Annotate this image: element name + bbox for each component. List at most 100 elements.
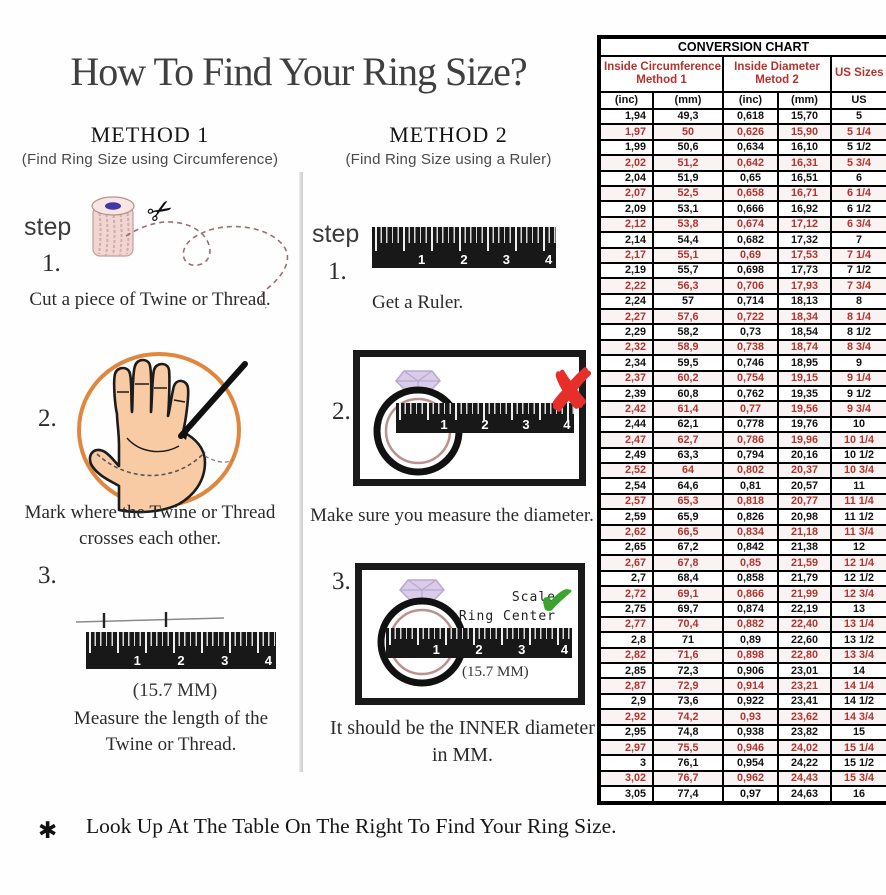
table-row: 2,47 62,7 0,786 19,96 10 1/4 — [598, 431, 886, 449]
table-cell: 0,81 — [722, 477, 779, 495]
table-cell: 6 3/4 — [829, 215, 886, 234]
table-cell: 14 3/4 — [829, 708, 886, 726]
table-cell: 17,32 — [777, 231, 832, 249]
table-row: 1,99 50,6 0,634 16,10 5 1/2 — [598, 138, 886, 157]
table-cell: 15 — [829, 723, 886, 742]
table-row: 3 76,1 0,954 24,22 15 1/2 — [598, 754, 886, 772]
table-cell: 2,77 — [598, 615, 654, 634]
table-cell: 23,01 — [777, 662, 832, 680]
group-header-diameter-line2: Metod 2 — [755, 74, 799, 86]
table-cell: 14 — [829, 662, 886, 680]
table-cell: 0,674 — [722, 215, 779, 234]
table-cell: 24,63 — [777, 785, 832, 804]
table-cell: 20,77 — [777, 492, 832, 511]
table-row: 2,9 73,6 0,922 23,41 14 1/2 — [598, 692, 886, 711]
method1-step1-number: 1. — [42, 250, 61, 277]
table-cell: 2,92 — [598, 708, 654, 726]
table-row: 2,24 57 0,714 18,13 8 — [598, 292, 886, 311]
table-cell: 60,8 — [652, 385, 724, 403]
table-cell: 0,634 — [722, 138, 779, 157]
table-cell: 5 1/2 — [829, 138, 886, 157]
table-cell: 19,76 — [777, 415, 832, 434]
table-cell: 16,71 — [777, 184, 832, 203]
table-cell: 50,6 — [652, 138, 724, 157]
ruler-number: 3 — [518, 642, 526, 657]
method2-heading: METHOD 2 — [389, 122, 508, 147]
table-cell: 21,59 — [777, 554, 832, 572]
ruler-number: 1 — [133, 653, 141, 668]
table-cell: 15,90 — [777, 123, 832, 141]
table-cell: 14 1/4 — [829, 677, 886, 695]
hand-marking-illustration — [77, 352, 248, 514]
table-cell: 18,34 — [777, 308, 832, 326]
table-cell: 64 — [652, 461, 724, 480]
table-cell: 61,4 — [652, 400, 724, 418]
table-cell: 58,2 — [652, 323, 724, 341]
method1-step2-caption-line1: Mark where the Twine or Thread — [24, 502, 276, 523]
table-cell: 0,738 — [722, 338, 779, 357]
table-row: 2,14 54,4 0,682 17,32 7 — [598, 231, 886, 249]
table-cell: 23,21 — [777, 677, 832, 695]
table-cell: 2,44 — [598, 415, 654, 434]
table-cell: 10 1/4 — [829, 431, 886, 449]
method2-step2-caption: Make sure you measure the diameter. — [310, 505, 594, 526]
table-cell: 0,858 — [722, 569, 779, 588]
table-cell: 64,6 — [652, 477, 724, 495]
table-cell: 0,866 — [722, 585, 779, 603]
table-cell: 49,3 — [652, 107, 724, 126]
table-cell: 72,9 — [652, 677, 724, 695]
table-cell: 0,698 — [722, 261, 779, 280]
table-cell: 2,97 — [598, 738, 654, 757]
ruler-number: 4 — [264, 653, 273, 668]
table-cell: 0,626 — [722, 123, 779, 141]
ruler-method2-step2: 1 2 3 4 — [396, 403, 574, 433]
table-row: 2,62 66,5 0,834 21,18 11 3/4 — [598, 523, 886, 541]
table-cell: 2,62 — [598, 523, 654, 541]
table-cell: 69,7 — [652, 600, 724, 618]
table-cell: 15 3/4 — [829, 769, 886, 788]
table-cell: 2,19 — [598, 261, 654, 280]
table-row: 2,57 65,3 0,818 20,77 11 1/4 — [598, 492, 886, 511]
method1-step-label: step — [24, 213, 72, 241]
table-cell: 2,52 — [598, 461, 654, 480]
table-cell: 51,9 — [652, 169, 724, 187]
table-cell: 24,22 — [777, 754, 832, 772]
scale-note-line1: Scale — [511, 590, 556, 605]
table-cell: 22,80 — [777, 646, 832, 665]
group-header-diameter: Inside Diameter Metod 2 — [722, 55, 832, 93]
table-cell: 19,96 — [777, 431, 832, 449]
table-cell: 11 — [829, 477, 886, 495]
table-cell: 19,35 — [777, 385, 832, 403]
table-row: 1,97 50 0,626 15,90 5 1/4 — [598, 123, 886, 141]
table-cell: 0,842 — [722, 538, 779, 557]
x-mark-icon: ✘ — [546, 359, 595, 424]
table-cell: 55,1 — [652, 246, 724, 264]
table-cell: 0,834 — [722, 523, 779, 541]
scale-ring-center-note: Scale Ring Center — [459, 588, 556, 626]
table-cell: 21,18 — [777, 523, 832, 541]
method2-step3-caption-line1: It should be the INNER diameter — [330, 717, 595, 739]
table-cell: 15 1/4 — [829, 738, 886, 757]
footnote-text: Look Up At The Table On The Right To Fin… — [86, 814, 617, 838]
table-cell: 6 1/2 — [829, 200, 886, 218]
method2-step1-caption: Get a Ruler. — [372, 292, 464, 313]
table-row: 2,27 57,6 0,722 18,34 8 1/4 — [598, 308, 886, 326]
column-divider — [299, 172, 303, 772]
table-row: 2,39 60,8 0,762 19,35 9 1/2 — [598, 385, 886, 403]
table-cell: 2,42 — [598, 400, 654, 418]
table-cell: 2,59 — [598, 508, 654, 526]
table-row: 2,19 55,7 0,698 17,73 7 1/2 — [598, 261, 886, 280]
ruler-method2-step1: 1 2 3 4 — [372, 227, 556, 268]
table-row: 2,85 72,3 0,906 23,01 14 — [598, 662, 886, 680]
table-cell: 20,16 — [777, 446, 832, 465]
table-cell: 14 1/2 — [829, 692, 886, 711]
table-cell: 0,97 — [722, 785, 779, 804]
table-cell: 0,938 — [722, 723, 779, 742]
table-cell: 2,72 — [598, 585, 654, 603]
table-cell: 3,05 — [598, 785, 654, 804]
method2-step2-number: 2. — [332, 398, 351, 425]
table-cell: 0,714 — [722, 292, 779, 311]
table-cell: 20,37 — [777, 461, 832, 480]
table-cell: 2,54 — [598, 477, 654, 495]
